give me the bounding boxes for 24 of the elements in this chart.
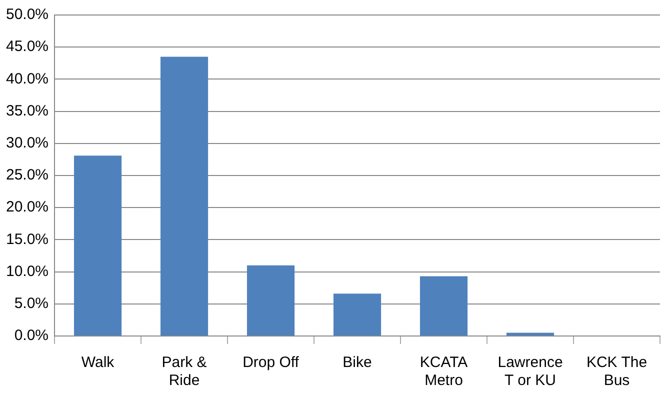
y-tick-label: 5.0% — [14, 295, 49, 312]
bar — [506, 332, 554, 336]
y-tick-label: 40.0% — [6, 70, 49, 88]
x-tick-label: Drop Off — [242, 354, 300, 372]
y-tick-label: 45.0% — [6, 38, 49, 56]
x-tick-label: Walk — [81, 354, 115, 372]
y-tick-label: 30.0% — [6, 134, 49, 152]
bar — [333, 294, 382, 336]
y-tick-label: 20.0% — [6, 198, 49, 216]
x-tick-label: KCATA Metro — [420, 354, 468, 390]
bar — [74, 156, 122, 336]
x-tick-label: Park & Ride — [162, 354, 207, 390]
y-tick-label: 50.0% — [6, 6, 49, 24]
x-tick-label: KCK The Bus — [586, 354, 648, 390]
bar — [420, 276, 468, 336]
x-tick-label: Bike — [342, 354, 372, 372]
y-tick-label: 0.0% — [14, 327, 49, 344]
y-tick-label: 15.0% — [6, 230, 49, 248]
x-tick-label: Lawrence T or KU — [498, 354, 563, 390]
bar — [160, 56, 208, 336]
y-tick-label: 35.0% — [6, 102, 49, 120]
y-tick-label: 10.0% — [6, 262, 49, 280]
y-tick-label: 25.0% — [6, 166, 49, 184]
bar — [246, 265, 295, 336]
